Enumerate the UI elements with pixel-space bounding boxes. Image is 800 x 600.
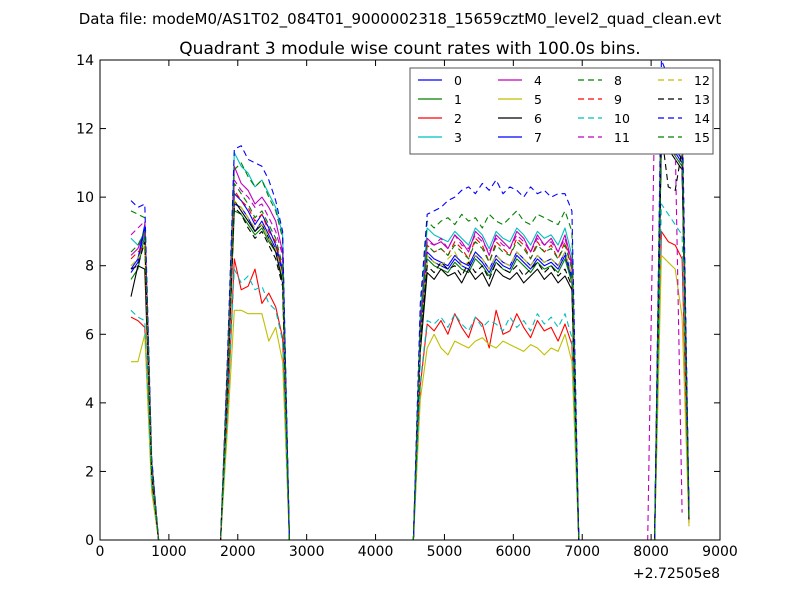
legend-label-1: 1 [454,92,462,107]
series-line-7 [130,124,690,541]
series-line-10 [130,203,690,541]
y-tick-label: 0 [85,533,94,549]
legend-label-5: 5 [534,92,542,107]
x-tick-label: 9000 [702,544,738,560]
y-tick-label: 8 [85,259,94,275]
legend-label-3: 3 [454,130,462,145]
x-axis-offset-label: +2.72505e8 [633,566,720,582]
legend-label-15: 15 [694,130,710,145]
series-line-15 [130,114,690,541]
legend-label-4: 4 [534,73,542,88]
series-line-1 [130,131,690,541]
series-line-11 [130,107,683,541]
chart-title: Quadrant 3 module wise count rates with … [179,39,640,59]
series-line-9 [130,110,690,541]
x-tick-label: 2000 [220,544,256,560]
legend-label-14: 14 [694,111,710,126]
legend-label-9: 9 [614,92,622,107]
y-tick-label: 4 [85,396,94,412]
legend-label-2: 2 [454,111,462,126]
axis-ticks: 0 1000 2000 3000 4000 5000 6000 7000 8000 9000 0 2 4… [76,53,738,560]
x-tick-label: 0 [96,544,105,560]
x-tick-label: 7000 [564,544,600,560]
x-tick-label: 8000 [633,544,669,560]
legend-label-10: 10 [614,111,630,126]
series-line-0 [130,128,690,541]
legend-label-11: 11 [614,130,630,145]
y-tick-label: 6 [85,327,94,343]
legend-label-12: 12 [694,73,710,88]
y-tick-label: 14 [76,53,94,69]
series-line-12 [130,121,690,541]
y-tick-label: 10 [76,190,94,206]
series-line-13 [130,131,690,541]
y-tick-label: 12 [76,122,94,138]
y-tick-label: 2 [85,464,94,480]
plot-frame [99,59,721,541]
series-line-2 [130,230,690,541]
legend-box [409,67,714,155]
legend-label-6: 6 [534,111,542,126]
series-line-8 [130,93,690,541]
legend-label-7: 7 [534,130,542,145]
x-tick-label: 3000 [289,544,325,560]
series-line-5 [131,254,690,541]
x-tick-label: 1000 [151,544,187,560]
series-line-4 [130,86,690,541]
x-tick-label: 5000 [427,544,463,560]
x-tick-label: 6000 [496,544,532,560]
legend-label-0: 0 [454,73,462,88]
legend-label-8: 8 [614,73,622,88]
x-tick-label: 4000 [358,544,394,560]
figure-suptitle: Data file: modeM0/AS1T02_084T01_90000023… [79,10,722,29]
legend-label-13: 13 [694,92,710,107]
series-line-6 [130,138,690,541]
